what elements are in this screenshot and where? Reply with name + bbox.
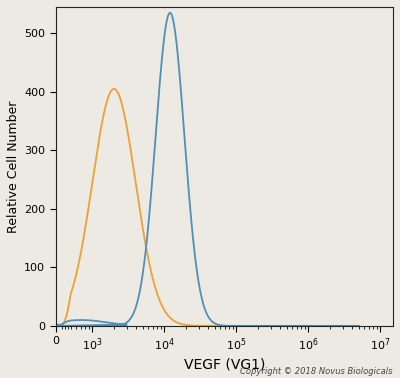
X-axis label: VEGF (VG1): VEGF (VG1) [184, 357, 265, 371]
Text: Copyright © 2018 Novus Biologicals: Copyright © 2018 Novus Biologicals [240, 367, 392, 376]
Y-axis label: Relative Cell Number: Relative Cell Number [7, 100, 20, 232]
